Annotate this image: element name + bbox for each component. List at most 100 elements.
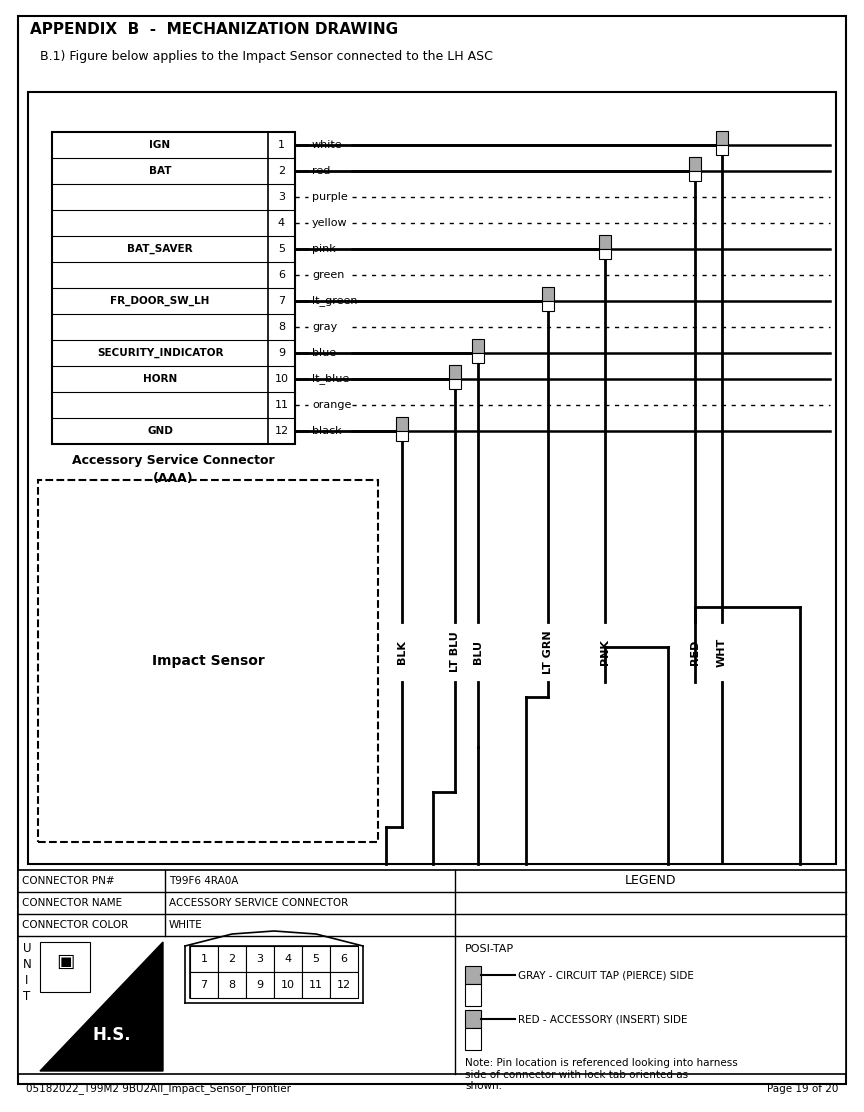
Bar <box>472 339 484 353</box>
Text: lt_blue: lt_blue <box>312 374 349 385</box>
Text: 9: 9 <box>257 980 264 990</box>
Bar <box>716 131 728 145</box>
Text: 7: 7 <box>278 296 285 306</box>
Text: RED - ACCESSORY (INSERT) SIDE: RED - ACCESSORY (INSERT) SIDE <box>518 1014 688 1024</box>
Text: RED: RED <box>690 639 700 665</box>
Text: CONNECTOR NAME: CONNECTOR NAME <box>22 898 122 909</box>
Bar <box>599 235 611 249</box>
Text: Page 19 of 20: Page 19 of 20 <box>766 1084 838 1094</box>
Text: 6: 6 <box>340 954 347 964</box>
Bar <box>396 431 408 441</box>
Text: ▣: ▣ <box>56 952 74 971</box>
Text: 4: 4 <box>284 954 291 964</box>
Text: 11: 11 <box>309 980 323 990</box>
Bar <box>716 145 728 155</box>
Bar <box>190 946 218 972</box>
Text: red: red <box>312 166 330 176</box>
Text: 9: 9 <box>278 348 285 358</box>
Text: PNK: PNK <box>600 639 610 665</box>
Text: Impact Sensor: Impact Sensor <box>151 654 264 668</box>
Text: 12: 12 <box>337 980 351 990</box>
Text: Accessory Service Connector: Accessory Service Connector <box>73 454 275 467</box>
Text: 10: 10 <box>281 980 295 990</box>
Bar <box>465 966 481 984</box>
Text: 2: 2 <box>228 954 236 964</box>
Text: FR_DOOR_SW_LH: FR_DOOR_SW_LH <box>111 296 210 306</box>
Text: orange: orange <box>312 400 352 410</box>
Text: APPENDIX  B  -  MECHANIZATION DRAWING: APPENDIX B - MECHANIZATION DRAWING <box>30 22 398 37</box>
Bar <box>218 972 246 997</box>
Text: 7: 7 <box>200 980 207 990</box>
Bar <box>52 132 295 444</box>
Text: U: U <box>22 942 31 954</box>
Text: 11: 11 <box>275 400 289 410</box>
Bar <box>465 984 481 1006</box>
Bar <box>38 480 378 842</box>
Text: 8: 8 <box>278 322 285 332</box>
Bar <box>396 417 408 431</box>
Text: 05182022_T99M2 9BU2AII_Impact_Sensor_Frontier: 05182022_T99M2 9BU2AII_Impact_Sensor_Fro… <box>26 1083 291 1094</box>
Text: BLU: BLU <box>473 641 483 664</box>
Bar <box>18 870 846 1074</box>
Text: CONNECTOR COLOR: CONNECTOR COLOR <box>22 920 128 930</box>
Text: LEGEND: LEGEND <box>625 874 677 887</box>
Text: 1: 1 <box>278 140 285 150</box>
Bar <box>28 92 836 864</box>
Text: N: N <box>22 957 31 971</box>
Text: 10: 10 <box>275 374 289 384</box>
Text: BLK: BLK <box>397 641 407 664</box>
Bar <box>246 972 274 997</box>
Bar <box>246 946 274 972</box>
Text: BAT_SAVER: BAT_SAVER <box>127 244 193 255</box>
Bar <box>274 946 302 972</box>
Text: 3: 3 <box>257 954 264 964</box>
Text: I: I <box>25 973 29 986</box>
Text: yellow: yellow <box>312 218 347 228</box>
Bar <box>465 1010 481 1027</box>
Text: purple: purple <box>312 192 347 202</box>
Text: IGN: IGN <box>149 140 170 150</box>
Text: 4: 4 <box>278 218 285 228</box>
Bar <box>542 287 554 301</box>
Bar <box>689 157 701 171</box>
Text: pink: pink <box>312 244 336 254</box>
Text: H.S.: H.S. <box>92 1026 130 1044</box>
Text: lt_green: lt_green <box>312 296 358 307</box>
Bar <box>472 353 484 363</box>
Text: 1: 1 <box>200 954 207 964</box>
Bar <box>274 972 302 997</box>
Bar <box>330 946 358 972</box>
Text: T: T <box>23 990 30 1003</box>
Bar <box>465 1027 481 1050</box>
Text: 5: 5 <box>313 954 320 964</box>
Text: 3: 3 <box>278 192 285 202</box>
Text: gray: gray <box>312 322 337 332</box>
Text: 8: 8 <box>228 980 236 990</box>
Bar <box>542 301 554 311</box>
Bar <box>302 946 330 972</box>
Text: T99F6 4RA0A: T99F6 4RA0A <box>169 876 238 886</box>
Bar <box>218 946 246 972</box>
Text: LT BLU: LT BLU <box>450 632 460 673</box>
Bar <box>190 972 218 997</box>
Bar <box>40 942 90 992</box>
Text: CONNECTOR PN#: CONNECTOR PN# <box>22 876 115 886</box>
Text: HORN: HORN <box>143 374 177 384</box>
Bar <box>689 171 701 181</box>
Text: ACCESSORY SERVICE CONNECTOR: ACCESSORY SERVICE CONNECTOR <box>169 898 348 909</box>
Text: 12: 12 <box>275 426 289 436</box>
Bar <box>599 249 611 259</box>
Text: white: white <box>312 140 343 150</box>
Text: 2: 2 <box>278 166 285 176</box>
Text: 5: 5 <box>278 244 285 254</box>
Text: 6: 6 <box>278 270 285 280</box>
Text: WHT: WHT <box>717 637 727 666</box>
Text: WHITE: WHITE <box>169 920 203 930</box>
Polygon shape <box>40 942 163 1071</box>
Text: B.1) Figure below applies to the Impact Sensor connected to the LH ASC: B.1) Figure below applies to the Impact … <box>40 50 492 63</box>
Bar <box>302 972 330 997</box>
Text: blue: blue <box>312 348 336 358</box>
Bar <box>449 365 461 379</box>
Bar <box>449 379 461 389</box>
Bar <box>190 946 358 997</box>
